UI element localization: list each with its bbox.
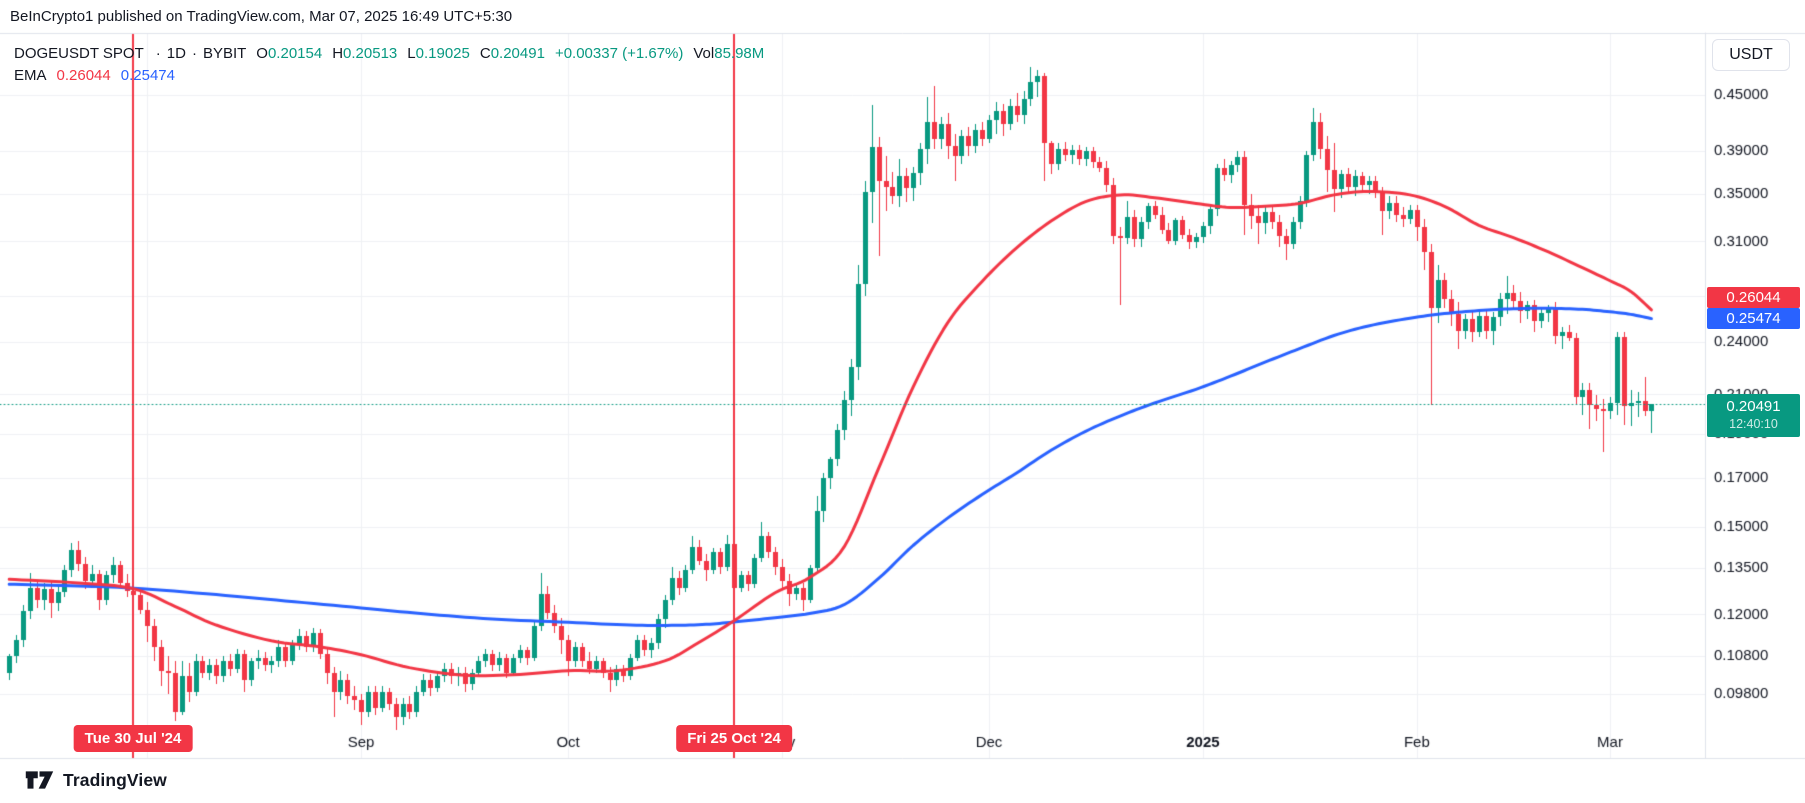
ema-fast-value: 0.26044	[56, 67, 111, 84]
volume-group: Vol85.98M	[693, 45, 765, 62]
symbol-legend: DOGEUSDT SPOT · 1D · BYBIT O0.20154 H0.20513…	[14, 43, 764, 87]
last-price-badge: 0.20491 12:40:10	[1707, 394, 1800, 437]
change-value: +0.00337 (+1.67%)	[554, 45, 684, 62]
high-value: 0.20513	[343, 45, 398, 62]
close-value: 0.20491	[490, 45, 545, 62]
interval-label[interactable]: 1D	[166, 45, 186, 62]
legend-separator-1: ·	[155, 45, 161, 62]
attribution-text: BeInCrypto1 published on TradingView.com…	[10, 8, 513, 25]
open-value: 0.20154	[267, 45, 323, 62]
open-group: O0.20154	[256, 45, 323, 62]
legend-main-row[interactable]: DOGEUSDT SPOT · 1D · BYBIT O0.20154 H0.20513…	[14, 43, 764, 65]
high-group: H0.20513	[332, 45, 398, 62]
last-price-value: 0.20491	[1726, 398, 1781, 416]
tradingview-logo-icon	[25, 771, 54, 789]
ema-fast-price-badge: 0.26044	[1707, 287, 1800, 308]
bar-countdown-timer: 12:40:10	[1729, 417, 1778, 432]
low-group: L0.19025	[407, 45, 470, 62]
ema-slow-value: 0.25474	[120, 67, 175, 84]
exchange-label: BYBIT	[202, 45, 247, 62]
ema-slow-price-badge: 0.25474	[1707, 308, 1800, 329]
ema-indicator-label[interactable]: EMA	[14, 67, 47, 84]
symbol-title[interactable]: DOGEUSDT SPOT	[14, 45, 144, 62]
event-date-badge-jul30: Tue 30 Jul '24	[73, 725, 193, 752]
legend-ema-row[interactable]: EMA 0.26044 0.25474	[14, 65, 764, 87]
volume-value: 85.98M	[714, 45, 765, 62]
close-group: C0.20491	[479, 45, 545, 62]
low-value: 0.19025	[415, 45, 470, 62]
legend-separator-2: ·	[191, 45, 197, 62]
event-date-badge-oct25: Fri 25 Oct '24	[676, 725, 792, 752]
currency-toggle-button[interactable]: USDT	[1712, 39, 1790, 71]
tradingview-logo[interactable]: TradingView	[24, 768, 167, 792]
tradingview-logo-text: TradingView	[63, 769, 167, 790]
